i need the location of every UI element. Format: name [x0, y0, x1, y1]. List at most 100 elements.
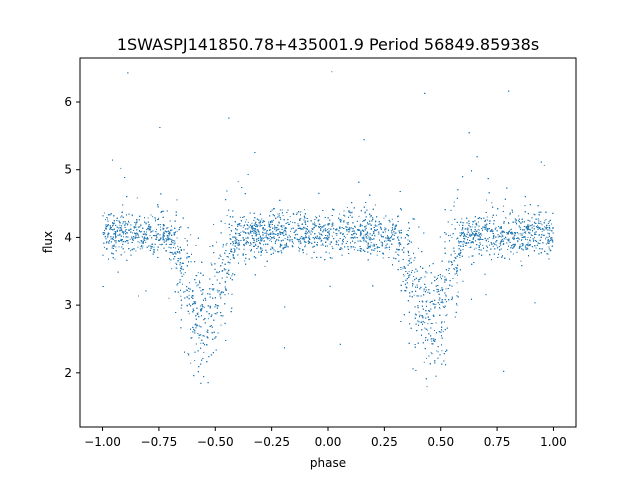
data-point — [125, 223, 127, 225]
data-point — [431, 340, 433, 342]
data-point — [518, 238, 520, 240]
data-point — [360, 240, 362, 242]
data-point — [298, 246, 299, 248]
data-point — [107, 218, 108, 220]
data-point — [533, 213, 535, 215]
data-point — [505, 238, 507, 240]
data-point — [168, 297, 170, 299]
data-point — [333, 231, 335, 233]
data-point — [486, 199, 487, 201]
data-point — [528, 231, 529, 233]
data-point — [217, 272, 219, 274]
data-point — [492, 238, 494, 240]
data-point — [458, 224, 460, 226]
data-point — [348, 227, 350, 229]
data-point — [353, 249, 355, 251]
data-point — [261, 218, 263, 220]
data-point — [119, 224, 121, 226]
data-point — [458, 241, 460, 243]
data-point — [336, 228, 338, 230]
data-point — [383, 217, 385, 219]
data-point — [509, 214, 511, 216]
data-point — [468, 256, 470, 258]
data-point — [213, 224, 214, 225]
data-point — [345, 237, 347, 239]
data-point — [384, 231, 386, 233]
data-point — [187, 296, 189, 298]
data-point — [121, 211, 123, 213]
data-point — [517, 241, 519, 243]
data-point — [363, 235, 365, 237]
data-point — [338, 239, 340, 241]
data-point — [293, 213, 295, 215]
data-point — [138, 295, 139, 297]
data-point — [541, 231, 543, 233]
data-point — [152, 216, 154, 218]
data-point — [110, 238, 112, 240]
data-point — [366, 234, 368, 236]
data-point — [477, 228, 479, 230]
data-point — [139, 226, 141, 228]
data-point — [427, 329, 429, 331]
data-point — [409, 258, 411, 260]
data-point — [382, 243, 384, 245]
data-point — [479, 243, 481, 245]
data-point — [322, 244, 324, 246]
data-point — [536, 225, 538, 227]
data-point — [197, 272, 199, 274]
data-point — [385, 240, 387, 242]
data-point — [544, 226, 546, 228]
data-point — [454, 253, 456, 254]
data-point — [497, 236, 499, 238]
data-point — [171, 238, 173, 240]
data-point — [412, 280, 414, 282]
data-point — [119, 239, 121, 241]
data-point — [245, 232, 246, 233]
data-point — [225, 269, 227, 271]
data-point — [328, 228, 330, 230]
data-point — [451, 264, 453, 266]
data-point — [491, 202, 493, 204]
data-point — [375, 221, 377, 223]
data-point — [158, 217, 160, 219]
data-point — [346, 206, 348, 208]
data-point — [195, 301, 197, 303]
data-point — [453, 201, 455, 203]
data-point — [361, 233, 363, 235]
data-point — [304, 244, 306, 246]
data-point — [300, 218, 302, 219]
data-point — [513, 221, 515, 223]
data-point — [111, 245, 113, 247]
data-point — [220, 256, 222, 257]
data-point — [534, 223, 536, 224]
data-point — [434, 306, 436, 308]
data-point — [471, 232, 473, 233]
data-point — [336, 234, 338, 236]
data-point — [394, 228, 396, 230]
data-point — [413, 276, 415, 278]
data-point — [283, 230, 285, 232]
data-point — [537, 222, 539, 224]
data-point — [132, 232, 134, 234]
data-point — [207, 318, 209, 320]
data-point — [135, 250, 137, 252]
data-point — [129, 238, 131, 240]
data-point — [473, 237, 475, 238]
data-point — [549, 250, 551, 252]
data-point — [550, 239, 552, 241]
data-point — [514, 245, 516, 246]
data-point — [518, 233, 520, 235]
data-point — [369, 216, 371, 218]
data-point — [244, 260, 246, 262]
data-point — [268, 237, 270, 239]
data-point — [224, 222, 226, 224]
data-point — [139, 248, 141, 250]
data-point — [500, 244, 502, 246]
data-point — [227, 293, 229, 295]
data-point — [359, 235, 361, 237]
data-point — [328, 231, 329, 233]
data-point — [352, 236, 354, 238]
data-point — [290, 221, 291, 223]
data-point — [176, 230, 178, 232]
data-point — [171, 268, 173, 270]
